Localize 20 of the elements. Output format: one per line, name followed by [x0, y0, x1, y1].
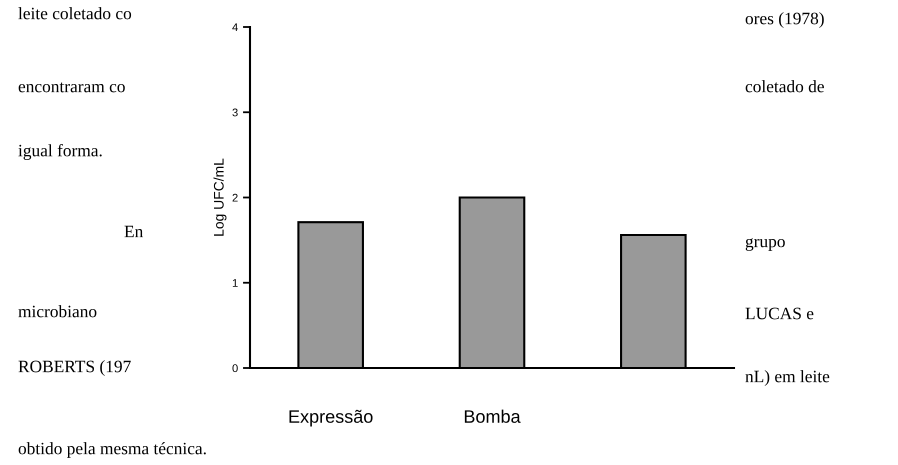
text: igual forma. — [18, 144, 102, 160]
y-tick-label: 1 — [232, 279, 238, 287]
text: obtido pela mesma técnica. — [18, 442, 206, 458]
text: leite coletado co — [18, 7, 132, 20]
text: ores (1978) — [746, 12, 824, 28]
text: En — [124, 226, 144, 238]
x-tick-label: Expressão — [289, 410, 373, 426]
text: nL) em leite — [745, 370, 830, 386]
text: microbiano — [18, 305, 96, 318]
y-tick-label: 3 — [232, 108, 238, 116]
x-tick-label: Bomba — [464, 410, 521, 423]
text: LUCAS e — [746, 308, 814, 320]
text: ROBERTS (197 — [18, 360, 131, 376]
y-tick-label: 0 — [232, 364, 238, 372]
text: grupo — [746, 238, 785, 251]
y-tick-label: 4 — [232, 23, 238, 32]
y-tick-label: 2 — [232, 194, 238, 202]
text: coletado de — [746, 80, 824, 92]
y-axis-title: Log UFC/mL — [214, 158, 226, 236]
text: encontraram co — [18, 82, 125, 92]
